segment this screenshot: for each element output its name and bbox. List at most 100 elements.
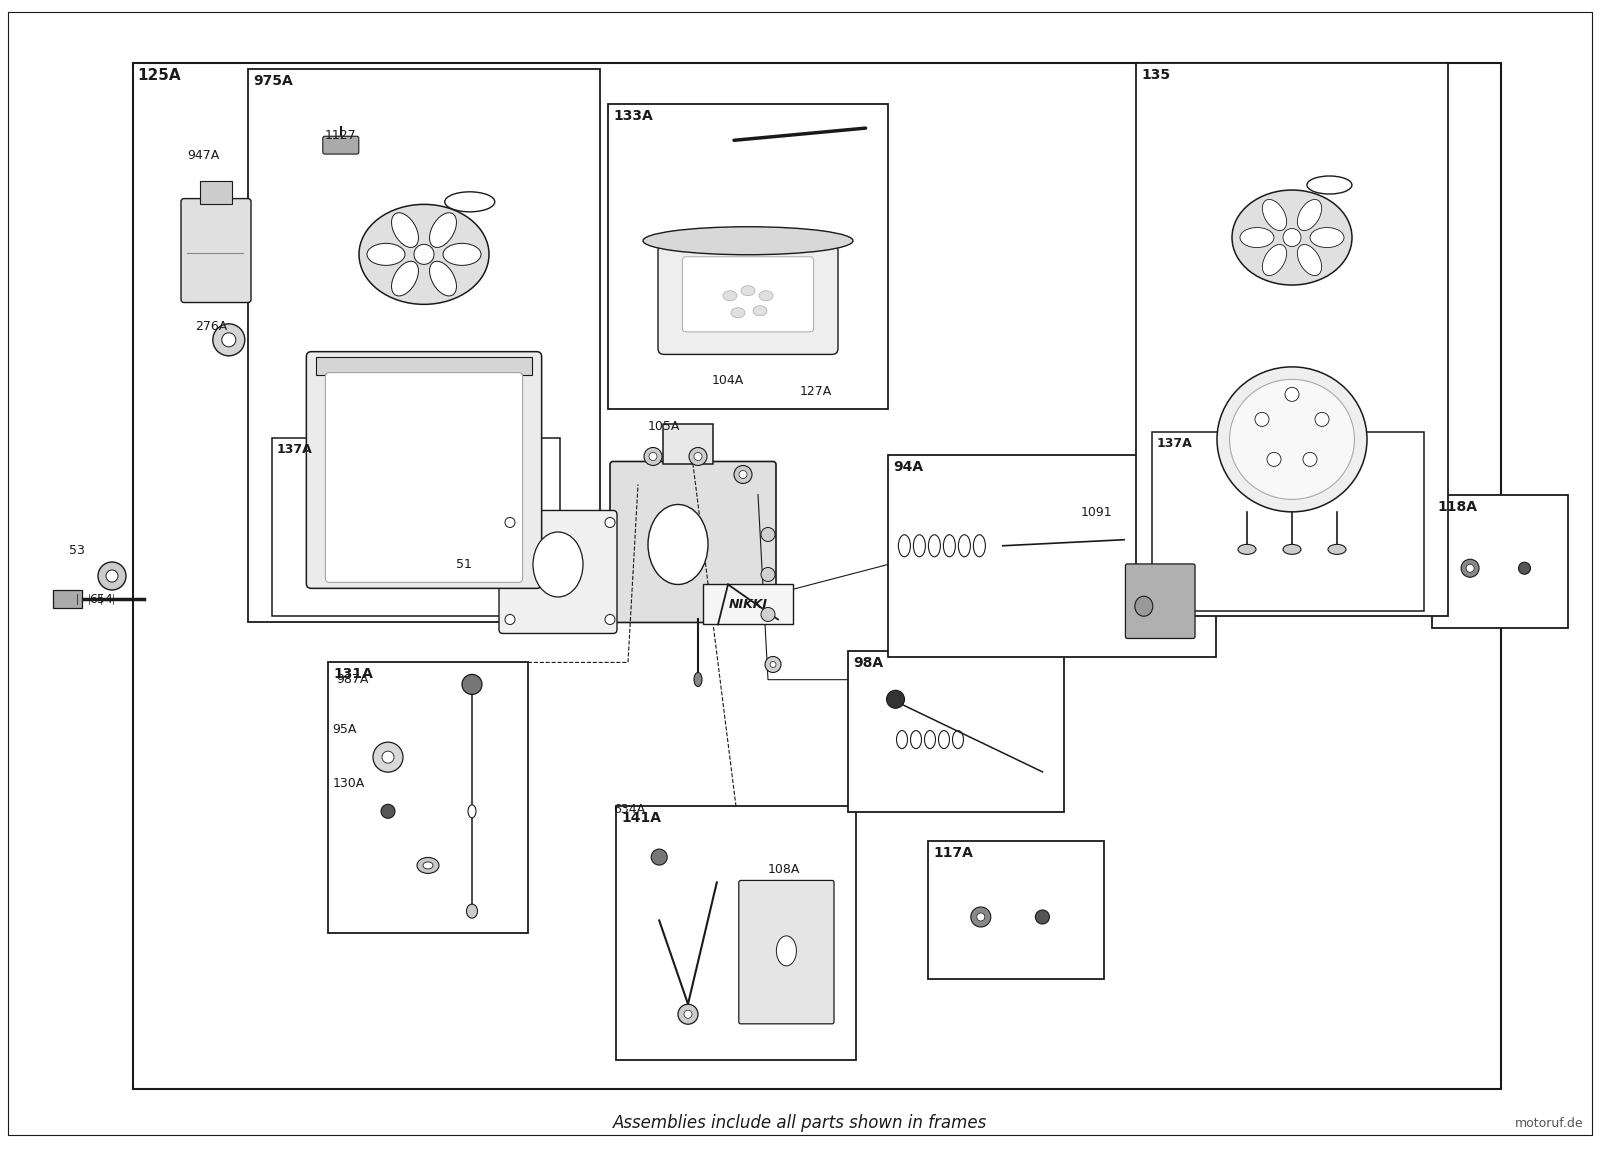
- Circle shape: [765, 657, 781, 673]
- Circle shape: [886, 690, 904, 708]
- Ellipse shape: [429, 213, 456, 248]
- Ellipse shape: [443, 243, 482, 265]
- Text: 1091: 1091: [1080, 506, 1112, 520]
- Ellipse shape: [467, 904, 477, 918]
- Bar: [200, 181, 232, 204]
- Text: 127A: 127A: [800, 385, 832, 399]
- Bar: [272, 438, 560, 616]
- Ellipse shape: [1262, 199, 1286, 230]
- Ellipse shape: [358, 204, 490, 304]
- Circle shape: [762, 528, 774, 541]
- Bar: [1432, 495, 1568, 628]
- Circle shape: [762, 607, 774, 621]
- Ellipse shape: [1328, 545, 1346, 554]
- Text: 975A: 975A: [253, 74, 293, 88]
- FancyBboxPatch shape: [739, 880, 834, 1024]
- Circle shape: [770, 661, 776, 667]
- Bar: [248, 69, 600, 622]
- Circle shape: [762, 568, 774, 582]
- Text: 137A: 137A: [277, 442, 312, 456]
- Bar: [317, 357, 531, 374]
- Circle shape: [1518, 562, 1531, 574]
- Circle shape: [1302, 453, 1317, 467]
- Bar: [928, 841, 1104, 979]
- Text: Assemblies include all parts shown in frames: Assemblies include all parts shown in fr…: [613, 1114, 987, 1132]
- Circle shape: [98, 562, 126, 590]
- Text: 105A: 105A: [648, 419, 680, 433]
- Text: 95A: 95A: [331, 722, 357, 736]
- Text: 117A: 117A: [933, 846, 973, 859]
- Text: 51: 51: [456, 558, 472, 571]
- Ellipse shape: [1240, 228, 1274, 248]
- Text: 276A: 276A: [195, 319, 227, 333]
- Ellipse shape: [776, 935, 797, 965]
- Text: 133A: 133A: [613, 108, 653, 122]
- Ellipse shape: [533, 532, 582, 597]
- Ellipse shape: [1218, 366, 1366, 511]
- Ellipse shape: [422, 862, 434, 869]
- Circle shape: [106, 570, 118, 582]
- FancyBboxPatch shape: [323, 136, 358, 154]
- Circle shape: [1285, 387, 1299, 401]
- Text: 947A: 947A: [187, 149, 219, 162]
- FancyBboxPatch shape: [306, 351, 542, 589]
- Circle shape: [382, 751, 394, 763]
- Text: 118A: 118A: [1437, 500, 1477, 514]
- Ellipse shape: [467, 805, 477, 818]
- Circle shape: [678, 1005, 698, 1024]
- Bar: [848, 651, 1064, 812]
- Circle shape: [414, 244, 434, 264]
- Bar: [702, 584, 794, 624]
- Circle shape: [1466, 564, 1474, 573]
- Circle shape: [605, 517, 614, 528]
- Ellipse shape: [392, 262, 419, 296]
- Bar: [133, 63, 1501, 1089]
- Ellipse shape: [648, 505, 707, 584]
- Text: 130A: 130A: [333, 776, 365, 790]
- Text: 53: 53: [69, 544, 85, 558]
- Ellipse shape: [694, 673, 702, 687]
- Bar: [53, 590, 82, 608]
- Ellipse shape: [723, 290, 738, 301]
- Ellipse shape: [1232, 190, 1352, 285]
- Circle shape: [1461, 559, 1478, 577]
- Circle shape: [506, 614, 515, 624]
- Bar: [888, 455, 1216, 657]
- Text: 131A: 131A: [333, 667, 373, 681]
- Circle shape: [971, 907, 990, 927]
- Circle shape: [690, 447, 707, 465]
- Ellipse shape: [1238, 545, 1256, 554]
- Bar: [662, 424, 714, 464]
- Text: motoruf.de: motoruf.de: [1515, 1116, 1584, 1130]
- Circle shape: [222, 333, 235, 347]
- Text: 104A: 104A: [712, 373, 744, 387]
- Ellipse shape: [1298, 199, 1322, 230]
- Text: 125A: 125A: [138, 68, 181, 83]
- Bar: [328, 662, 528, 933]
- Circle shape: [506, 517, 515, 528]
- Ellipse shape: [1262, 244, 1286, 275]
- Ellipse shape: [643, 227, 853, 255]
- Text: NIKKI: NIKKI: [728, 598, 768, 611]
- Circle shape: [605, 614, 614, 624]
- Text: 94A: 94A: [893, 460, 923, 473]
- FancyBboxPatch shape: [610, 462, 776, 622]
- Text: 654: 654: [90, 592, 112, 606]
- FancyBboxPatch shape: [1125, 564, 1195, 638]
- Ellipse shape: [392, 213, 419, 248]
- Ellipse shape: [1283, 545, 1301, 554]
- Ellipse shape: [758, 290, 773, 301]
- Bar: [608, 104, 888, 409]
- Ellipse shape: [366, 243, 405, 265]
- Circle shape: [739, 470, 747, 478]
- FancyBboxPatch shape: [658, 244, 838, 355]
- Circle shape: [1315, 412, 1330, 426]
- Ellipse shape: [1310, 228, 1344, 248]
- Ellipse shape: [754, 305, 766, 316]
- Ellipse shape: [1229, 379, 1355, 499]
- FancyBboxPatch shape: [325, 372, 523, 583]
- Circle shape: [373, 742, 403, 772]
- Circle shape: [1254, 412, 1269, 426]
- Circle shape: [381, 804, 395, 818]
- Ellipse shape: [429, 262, 456, 296]
